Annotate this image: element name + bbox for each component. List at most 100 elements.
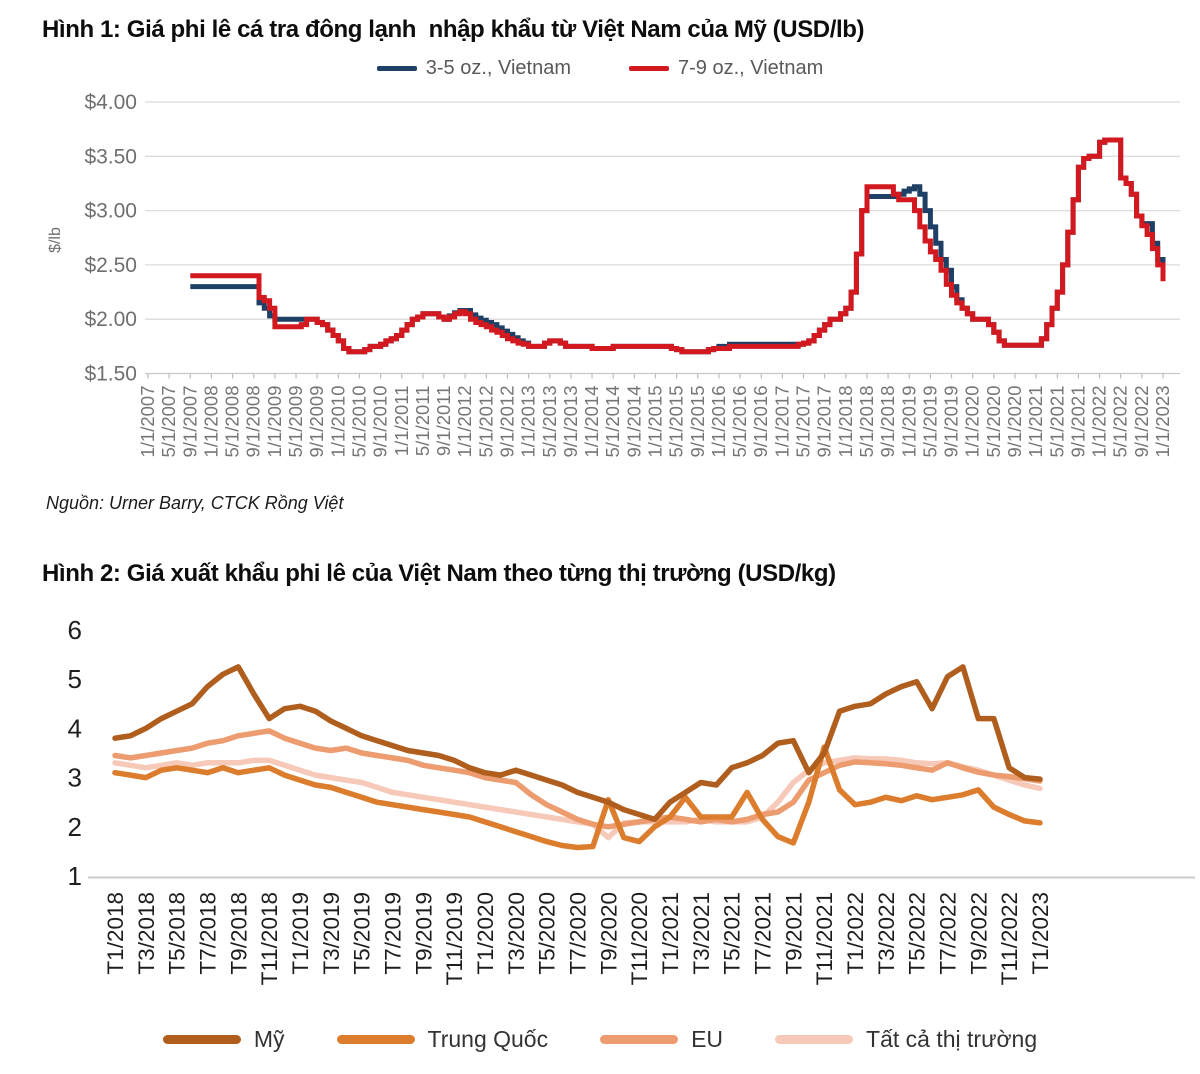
legend-label-7-9oz: 7-9 oz., Vietnam [678,57,824,79]
legend-item-3-5oz: 3-5 oz., Vietnam [376,57,571,80]
svg-text:1/1/2010: 1/1/2010 [327,386,348,458]
chart1-plot: $4.00 $3.50 $3.00 $2.50 $2.00 $1.50 $/lb 1/1/20… [47,91,1180,458]
svg-text:$2.00: $2.00 [84,308,137,331]
svg-text:5/1/2018: 5/1/2018 [856,386,877,458]
svg-text:5/1/2020: 5/1/2020 [983,385,1004,457]
legend-label-my: Mỹ [253,1026,285,1052]
svg-text:5/1/2007: 5/1/2007 [158,386,179,458]
svg-text:3: 3 [68,763,82,793]
svg-text:9/1/2016: 9/1/2016 [750,386,771,458]
svg-text:5/1/2019: 5/1/2019 [919,386,940,458]
svg-text:9/1/2011: 9/1/2011 [433,385,454,456]
svg-text:5/1/2021: 5/1/2021 [1046,386,1067,458]
svg-text:T11/2019: T11/2019 [442,892,467,985]
svg-text:$3.00: $3.00 [84,200,137,223]
svg-text:1/1/2007: 1/1/2007 [137,386,158,458]
svg-text:T7/2022: T7/2022 [936,892,961,975]
svg-text:5/1/2009: 5/1/2009 [285,386,306,458]
svg-text:T5/2020: T5/2020 [535,892,560,975]
svg-text:5: 5 [68,664,82,694]
series-swatch-3-5oz [376,66,417,71]
svg-text:5/1/2010: 5/1/2010 [348,386,369,458]
svg-text:9/1/2009: 9/1/2009 [306,386,327,458]
svg-text:T7/2020: T7/2020 [566,892,591,975]
svg-text:6: 6 [68,615,82,645]
svg-text:T9/2021: T9/2021 [781,892,806,975]
svg-text:9/1/2022: 9/1/2022 [1131,386,1152,458]
svg-text:9/1/2007: 9/1/2007 [179,386,200,458]
chart1-title: Hình 1: Giá phi lê cá tra đông lạnh nhập… [42,16,865,43]
source-note: Nguồn: Urner Barry, CTCK Rồng Việt [46,493,344,513]
svg-text:T1/2023: T1/2023 [1028,892,1053,975]
svg-text:9/1/2012: 9/1/2012 [496,386,517,458]
svg-text:T1/2021: T1/2021 [658,892,683,975]
svg-text:1/1/2015: 1/1/2015 [645,386,666,458]
svg-text:9/1/2013: 9/1/2013 [560,386,581,458]
legend-label-tat-ca: Tất cả thị trường [866,1026,1038,1052]
svg-text:T7/2018: T7/2018 [196,892,221,975]
svg-text:T5/2022: T5/2022 [905,892,930,975]
svg-text:1/1/2016: 1/1/2016 [708,386,729,458]
svg-text:T5/2018: T5/2018 [165,892,190,975]
svg-text:T3/2022: T3/2022 [874,892,899,975]
svg-text:5/1/2017: 5/1/2017 [793,386,814,458]
svg-text:5/1/2013: 5/1/2013 [539,386,560,458]
svg-text:T1/2019: T1/2019 [288,892,313,975]
svg-text:1/1/2011: 1/1/2011 [391,386,412,457]
svg-text:$3.50: $3.50 [84,145,137,168]
svg-text:9/1/2017: 9/1/2017 [814,386,835,458]
legend-item-tat-ca: Tất cả thị trường [775,1026,1037,1053]
series-swatch-7-9oz [629,66,669,71]
series-swatch-tat-ca [775,1035,854,1044]
series-swatch-my [162,1035,241,1044]
svg-text:9/1/2014: 9/1/2014 [623,386,644,458]
legend-item-my: Mỹ [162,1026,285,1053]
svg-text:1/1/2018: 1/1/2018 [835,386,856,458]
svg-text:T5/2021: T5/2021 [720,892,745,975]
svg-text:T1/2018: T1/2018 [103,892,128,975]
svg-text:1: 1 [68,861,82,891]
svg-text:5/1/2015: 5/1/2015 [666,386,687,458]
svg-text:T1/2020: T1/2020 [473,892,498,975]
svg-text:T3/2021: T3/2021 [689,892,714,975]
svg-text:T9/2019: T9/2019 [411,892,436,975]
svg-text:9/1/2010: 9/1/2010 [370,386,391,458]
svg-text:1/1/2013: 1/1/2013 [518,386,539,458]
svg-text:$2.50: $2.50 [84,254,137,277]
series-swatch-eu [600,1035,679,1044]
svg-text:T11/2022: T11/2022 [997,892,1022,985]
svg-text:9/1/2021: 9/1/2021 [1067,386,1088,458]
svg-text:9/1/2018: 9/1/2018 [877,386,898,458]
svg-text:T5/2019: T5/2019 [350,892,375,975]
svg-text:1/1/2008: 1/1/2008 [200,386,221,458]
svg-text:1/1/2012: 1/1/2012 [454,386,475,458]
svg-text:1/1/2020: 1/1/2020 [962,386,983,458]
svg-text:5/1/2016: 5/1/2016 [729,386,750,458]
svg-text:5/1/2012: 5/1/2012 [475,386,496,458]
svg-text:2: 2 [68,812,82,842]
svg-text:T11/2018: T11/2018 [257,892,282,985]
svg-text:T3/2020: T3/2020 [504,892,529,975]
svg-text:4: 4 [68,713,82,743]
svg-text:1/1/2017: 1/1/2017 [771,386,792,458]
svg-text:$1.50: $1.50 [84,363,137,386]
svg-text:1/1/2023: 1/1/2023 [1152,386,1173,458]
svg-text:5/1/2022: 5/1/2022 [1110,386,1131,458]
chart2-legend: Mỹ Trung Quốc EU Tất cả thị trường [0,1026,1200,1053]
svg-text:5/1/2014: 5/1/2014 [602,386,623,458]
svg-text:$4.00: $4.00 [84,91,137,114]
svg-text:$/lb: $/lb [47,227,64,253]
chart2-title: Hình 2: Giá xuất khẩu phi lê của Việt Na… [42,560,836,587]
svg-text:T3/2019: T3/2019 [319,892,344,975]
svg-text:1/1/2019: 1/1/2019 [898,386,919,458]
svg-text:5/1/2011: 5/1/2011 [412,386,433,457]
svg-text:T9/2018: T9/2018 [226,892,251,975]
svg-text:1/1/2014: 1/1/2014 [581,386,602,458]
svg-text:5/1/2008: 5/1/2008 [222,386,243,458]
legend-label-trung-quoc: Trung Quốc [427,1026,549,1052]
svg-text:T7/2021: T7/2021 [751,892,776,975]
svg-text:T7/2019: T7/2019 [381,892,406,975]
chart1-legend: 3-5 oz., Vietnam 7-9 oz., Vietnam [0,57,1200,80]
